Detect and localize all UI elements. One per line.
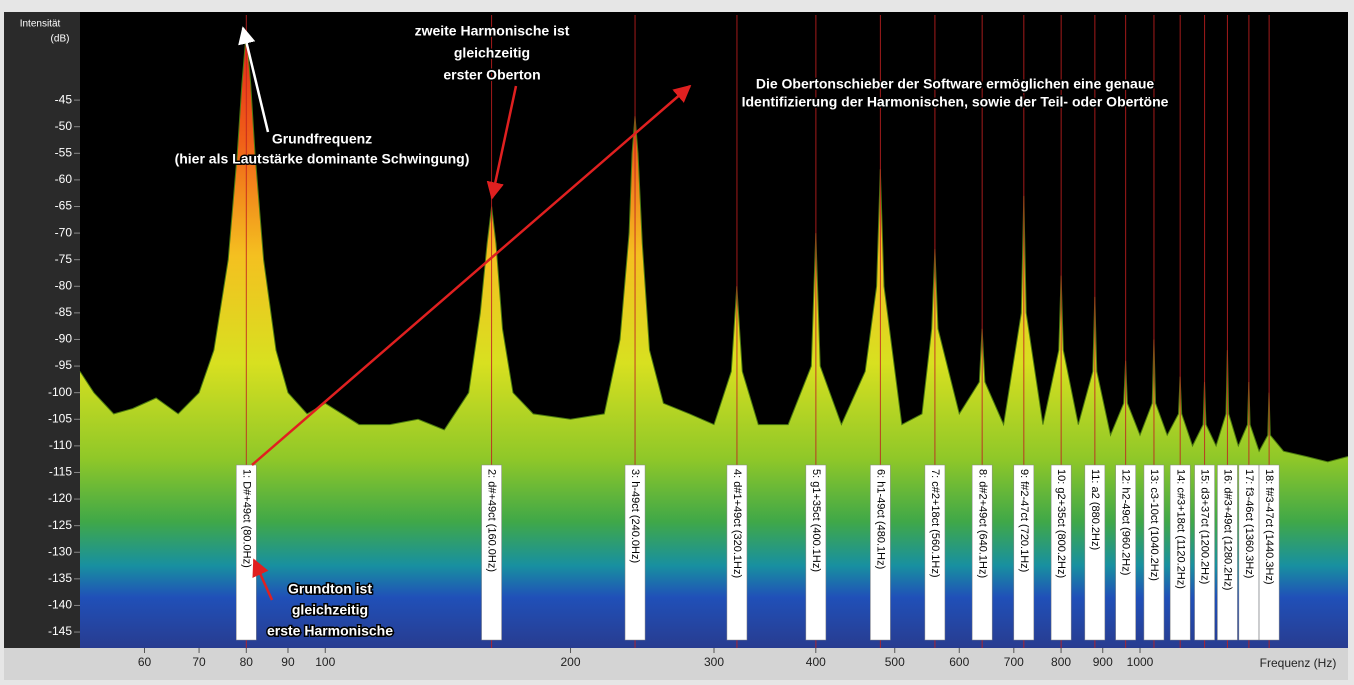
y-axis-label-line: Intensität <box>20 19 61 30</box>
marker-label: 3: h-49ct (240.0Hz) <box>629 469 641 563</box>
marker-box <box>1143 464 1165 641</box>
x-tick-label: 900 <box>1093 655 1113 669</box>
marker-box <box>236 464 257 641</box>
x-tick-label: 500 <box>885 655 905 669</box>
marker-box <box>1115 464 1136 641</box>
y-tick-label: -70 <box>55 225 73 239</box>
y-tick-label: -95 <box>55 358 73 372</box>
y-tick-label: -115 <box>49 465 72 479</box>
x-tick-label: 600 <box>949 655 969 669</box>
annotation: Grundton ist <box>288 581 372 597</box>
marker-label: 14: c#3+18ct (1120.2Hz) <box>1174 469 1186 589</box>
y-tick-label: -85 <box>55 305 73 319</box>
marker-label: 15: d3+37ct (1200.2Hz) <box>1199 469 1211 584</box>
x-tick-label: 60 <box>138 655 152 669</box>
x-tick-label: 200 <box>561 655 581 669</box>
y-tick-label: -125 <box>48 518 72 532</box>
x-tick-label: 300 <box>704 655 724 669</box>
annotations: Grundfrequenz (hier als Lautstärke domina… <box>173 21 1170 640</box>
marker-box <box>1084 464 1106 641</box>
y-tick-label: -90 <box>55 332 73 346</box>
x-tick-label: 700 <box>1004 655 1024 669</box>
annotation: Identifizierung der Harmonischen, sowie … <box>742 94 1169 110</box>
x-tick-label: 100 <box>315 655 335 669</box>
marker-label: 17: f3-46ct (1360.3Hz) <box>1243 469 1255 578</box>
marker-label: 13: c3-10ct (1040.2Hz) <box>1148 469 1160 581</box>
marker-label: 5: g1+35ct (400.1Hz) <box>810 469 822 572</box>
marker-label: 10: g2+35ct (800.2Hz) <box>1055 469 1067 578</box>
marker-box <box>624 464 646 641</box>
marker-label: 18: f#3-47ct (1440.3Hz) <box>1263 469 1275 585</box>
x-tick-label: 80 <box>240 655 254 669</box>
y-tick-label: -135 <box>48 571 72 585</box>
annotation: erste Harmonische <box>267 623 393 639</box>
x-tick-label: 400 <box>806 655 826 669</box>
marker-box <box>1194 464 1215 641</box>
marker-label: 7: c#2+18ct (560.1Hz) <box>929 469 941 578</box>
annotation: zweite Harmonische ist <box>415 23 570 39</box>
y-tick-label: -140 <box>48 598 72 612</box>
marker-box <box>924 464 946 641</box>
marker-label: 1: D#+49ct (80.0Hz) <box>240 469 252 568</box>
annotation: erster Oberton <box>443 67 540 83</box>
y-tick-label: -50 <box>55 119 73 133</box>
grid: -45 -50 -55 -60 -65 -70 -75 -80 -85 -90 -95 -100 -10… <box>48 92 1154 669</box>
marker-label: 6: h1-49ct (480.1Hz) <box>874 469 886 569</box>
marker-box <box>1217 464 1238 641</box>
marker-box <box>971 464 993 641</box>
marker-label: 8: d#2+49ct (640.1Hz) <box>976 469 988 578</box>
harmonic-markers: 1: D#+49ct (80.0Hz) 2: d#+49ct (160.0Hz) 3… <box>236 15 1280 648</box>
marker-label: 2: d#+49ct (160.0Hz) <box>486 469 498 572</box>
y-tick-label: -100 <box>48 385 72 399</box>
arrow <box>486 85 518 200</box>
y-tick-label: -60 <box>55 172 73 186</box>
marker-box <box>805 464 827 641</box>
annotation: Grundfrequenz <box>272 131 372 147</box>
annotation: (hier als Lautstärke dominante Schwingun… <box>175 151 470 167</box>
y-tick-label: -110 <box>49 438 72 452</box>
arrow <box>252 558 274 601</box>
x-axis-label: Frequenz (Hz) <box>1260 656 1337 670</box>
marker-box <box>1169 464 1191 641</box>
marker-box <box>1050 464 1072 641</box>
y-tick-label: -130 <box>48 544 72 558</box>
annotation: gleichzeitig <box>454 45 530 61</box>
marker-label: 11: a2 (880.2Hz) <box>1089 469 1101 550</box>
y-tick-label: -145 <box>48 624 72 638</box>
y-axis-label: Intensität (dB) <box>20 19 70 45</box>
x-tick-label: 90 <box>281 655 295 669</box>
x-tick-label: 800 <box>1051 655 1071 669</box>
y-tick-label: -75 <box>55 252 73 266</box>
y-tick-label: -120 <box>48 491 72 505</box>
y-axis-label-line: (dB) <box>51 34 70 45</box>
y-axis-panel <box>4 12 80 652</box>
y-tick-label: -65 <box>55 199 73 213</box>
marker-label: 4: d#1+49ct (320.1Hz) <box>731 469 743 578</box>
marker-label: 9: f#2-47ct (720.1Hz) <box>1018 469 1030 572</box>
arrow <box>251 84 692 466</box>
x-tick-label: 70 <box>192 655 206 669</box>
marker-label: 16: d#3+49ct (1280.2Hz) <box>1222 469 1234 590</box>
marker-label: 12: h2-49ct (960.2Hz) <box>1120 469 1132 575</box>
y-tick-label: -105 <box>48 411 72 425</box>
x-tick-label: 1000 <box>1127 655 1154 669</box>
annotation-arrows <box>238 26 692 601</box>
y-tick-label: -55 <box>55 145 73 159</box>
y-tick-label: -80 <box>55 278 73 292</box>
marker-box <box>1013 464 1035 641</box>
marker-box <box>726 464 748 641</box>
annotation: gleichzeitig <box>292 602 368 618</box>
marker-box <box>1258 464 1280 641</box>
y-tick-label: -45 <box>55 92 73 106</box>
marker-box <box>870 464 891 641</box>
x-axis-panel <box>4 648 1348 680</box>
arrow <box>238 26 270 133</box>
annotation: Die Obertonschieber der Software ermögli… <box>756 76 1155 92</box>
marker-box <box>481 464 502 641</box>
